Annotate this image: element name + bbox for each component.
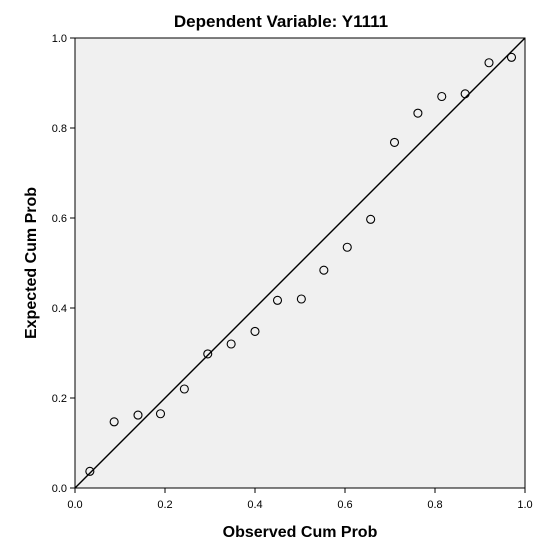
data-point (460, 89, 470, 99)
data-point (296, 294, 306, 304)
x-tick-label: 0.6 (337, 499, 352, 511)
reference-line (74, 37, 526, 489)
data-point (203, 349, 213, 359)
x-tick-label: 0.8 (427, 499, 442, 511)
data-point (272, 295, 283, 305)
x-tick-label: 1.0 (517, 499, 532, 511)
data-point (250, 326, 260, 336)
y-tick-label: 0.4 (52, 303, 67, 315)
reference-line-group (74, 37, 526, 489)
x-axis-label: Observed Cum Prob (223, 524, 378, 541)
data-point (342, 242, 352, 252)
y-tick-label: 0.8 (52, 123, 67, 135)
y-tick-label: 0.0 (52, 483, 67, 495)
data-point (133, 410, 143, 420)
data-point (155, 409, 166, 419)
data-point (413, 108, 423, 118)
y-tick-label: 0.6 (52, 213, 67, 225)
x-tick-label: 0.4 (247, 499, 262, 511)
data-point (319, 265, 329, 275)
data-point (389, 137, 400, 147)
y-tick-label: 1.0 (52, 33, 67, 45)
x-tick-label: 0.0 (67, 499, 82, 511)
data-point (85, 466, 95, 476)
data-point (179, 384, 189, 394)
axis-ticks-group: 0.0 0.2 0.4 0.6 0.8 1.0 0.0 0.2 0.4 0.6 0.8 1.0 (52, 33, 533, 511)
data-points-group (85, 52, 517, 476)
data-point (484, 58, 494, 68)
y-tick-label: 0.2 (52, 393, 67, 405)
data-point (437, 91, 447, 102)
data-point (506, 52, 517, 62)
y-axis-label: Expected Cum Prob (23, 187, 40, 339)
data-point (226, 339, 236, 349)
chart-title: Dependent Variable: Y1111 (174, 12, 388, 31)
x-tick-label: 0.2 (157, 499, 172, 511)
data-point (366, 214, 376, 224)
data-point (109, 417, 119, 427)
